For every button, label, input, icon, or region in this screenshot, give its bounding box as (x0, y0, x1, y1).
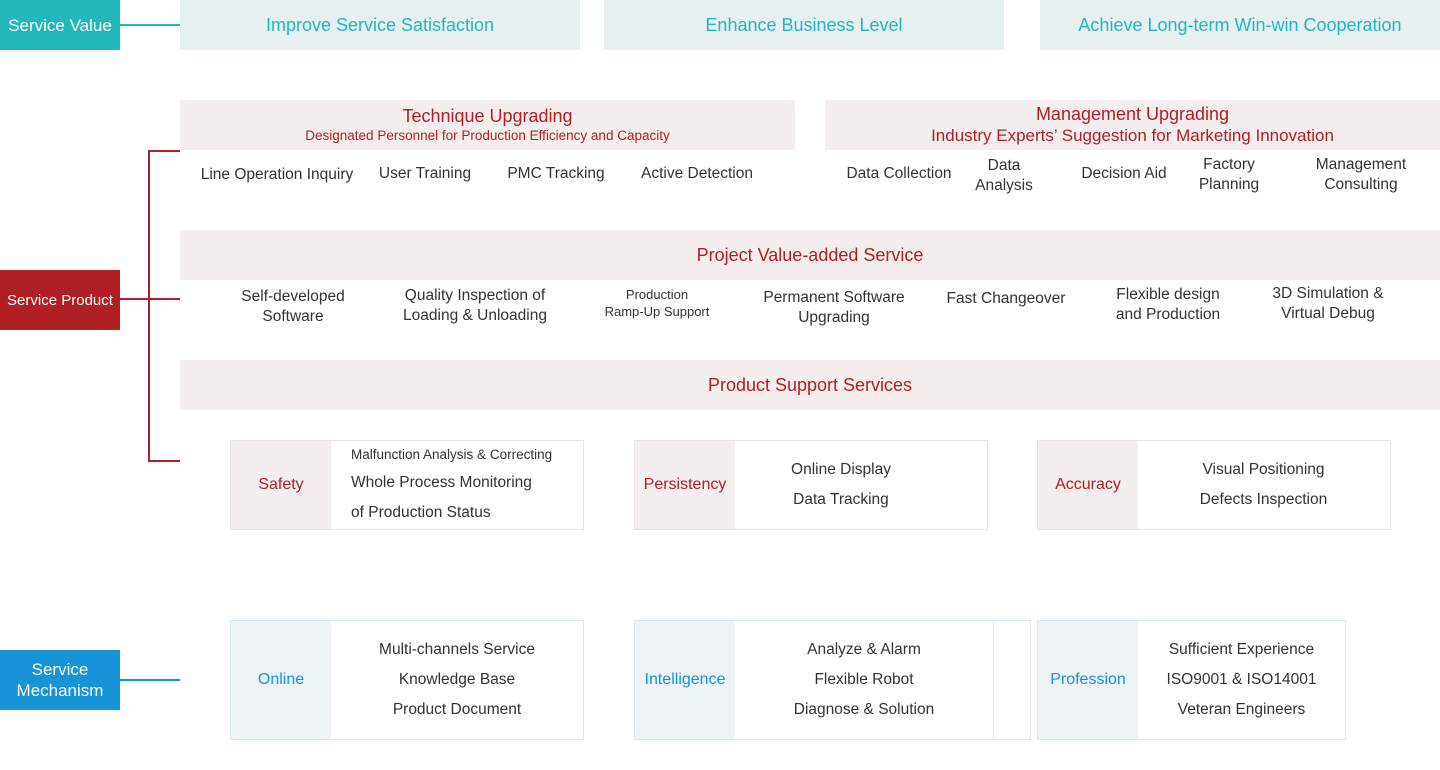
technique-item: PMC Tracking (507, 165, 605, 182)
card-label: Online (231, 621, 331, 739)
card-item: Online Display (791, 461, 891, 478)
technique-subtitle: Designated Personnel for Production Effi… (305, 128, 670, 143)
project-value-added-header: Project Value-added Service (180, 230, 1440, 280)
card-item: Product Document (392, 701, 522, 718)
management-item: Factory Planning (1198, 156, 1260, 193)
management-item: Management Consulting (1315, 156, 1407, 193)
card-label: Intelligence (635, 621, 735, 739)
card-item: Knowledge Base (398, 671, 516, 688)
value-win-win: Achieve Long-term Win-win Cooperation (1040, 0, 1440, 50)
card-items: Sufficient Experience ISO9001 & ISO14001… (1138, 621, 1345, 739)
management-subtitle: Industry Experts’ Suggestion for Marketi… (931, 126, 1334, 145)
card-items: Multi-channels Service Knowledge Base Pr… (331, 621, 583, 739)
mechanism-card-intelligence: Intelligence Analyze & Alarm Flexible Ro… (634, 620, 1031, 740)
support-card-safety: Safety Malfunction Analysis & Correcting… (230, 440, 584, 530)
card-item: Visual Positioning (1202, 461, 1325, 478)
project-item: Flexible design and Production (1115, 286, 1221, 323)
technique-item: Active Detection (641, 165, 753, 182)
project-item: Quality Inspection of Loading & Unloadin… (403, 287, 547, 324)
card-item: Malfunction Analysis & Correcting (351, 447, 553, 462)
card-label: Persistency (635, 441, 735, 529)
bracket-line (148, 460, 180, 462)
card-items: Malfunction Analysis & Correcting Whole … (331, 441, 583, 529)
card-item: Data Tracking (793, 491, 889, 508)
empty-cell (993, 621, 1030, 739)
connector-line (120, 24, 180, 26)
card-item: Multi-channels Service (379, 641, 535, 658)
card-item: Analyze & Alarm (807, 641, 921, 658)
card-items: Analyze & Alarm Flexible Robot Diagnose … (735, 621, 993, 739)
management-item: Data Analysis (975, 157, 1033, 194)
technique-item: Line Operation Inquiry (200, 166, 354, 183)
card-item: Whole Process Monitoring (351, 474, 532, 491)
connector-line (120, 679, 180, 681)
service-product-label: Service Product (0, 270, 120, 330)
card-item: Diagnose & Solution (793, 701, 935, 718)
connector-line (120, 298, 180, 300)
card-item: Sufficient Experience (1168, 641, 1315, 658)
mechanism-card-online: Online Multi-channels Service Knowledge … (230, 620, 584, 740)
management-item: Data Collection (846, 165, 952, 182)
value-enhance-business: Enhance Business Level (604, 0, 1004, 50)
service-value-label: Service Value (0, 0, 120, 50)
mechanism-card-profession: Profession Sufficient Experience ISO9001… (1037, 620, 1346, 740)
management-upgrading-header: Management Upgrading Industry Experts’ S… (825, 100, 1440, 150)
card-item: Defects Inspection (1199, 491, 1328, 508)
card-item: of Production Status (351, 504, 491, 521)
card-item: ISO9001 & ISO14001 (1166, 671, 1317, 688)
project-item: Permanent Software Upgrading (763, 289, 905, 326)
value-improve-satisfaction: Improve Service Satisfaction (180, 0, 580, 50)
technique-title: Technique Upgrading (402, 106, 573, 126)
product-support-header: Product Support Services (180, 360, 1440, 410)
project-item: 3D Simulation & Virtual Debug (1272, 285, 1384, 322)
project-item: Fast Changeover (946, 290, 1066, 307)
management-title: Management Upgrading (1035, 104, 1230, 124)
card-items: Visual Positioning Defects Inspection (1138, 441, 1390, 529)
technique-item: User Training (378, 165, 472, 182)
service-mechanism-label: Service Mechanism (0, 650, 120, 710)
bracket-line (148, 150, 150, 462)
card-item: Flexible Robot (814, 671, 914, 688)
technique-upgrading-header: Technique Upgrading Designated Personnel… (180, 100, 795, 150)
support-card-persistency: Persistency Online Display Data Tracking (634, 440, 988, 530)
bracket-line (148, 150, 180, 152)
card-item: Veteran Engineers (1177, 701, 1306, 718)
card-items: Online Display Data Tracking (735, 441, 987, 529)
management-item: Decision Aid (1081, 165, 1167, 182)
card-label: Accuracy (1038, 441, 1138, 529)
support-card-accuracy: Accuracy Visual Positioning Defects Insp… (1037, 440, 1391, 530)
card-label: Profession (1038, 621, 1138, 739)
project-item: Self-developed Software (241, 288, 345, 325)
project-item: Production Ramp-Up Support (604, 287, 710, 319)
card-label: Safety (231, 441, 331, 529)
